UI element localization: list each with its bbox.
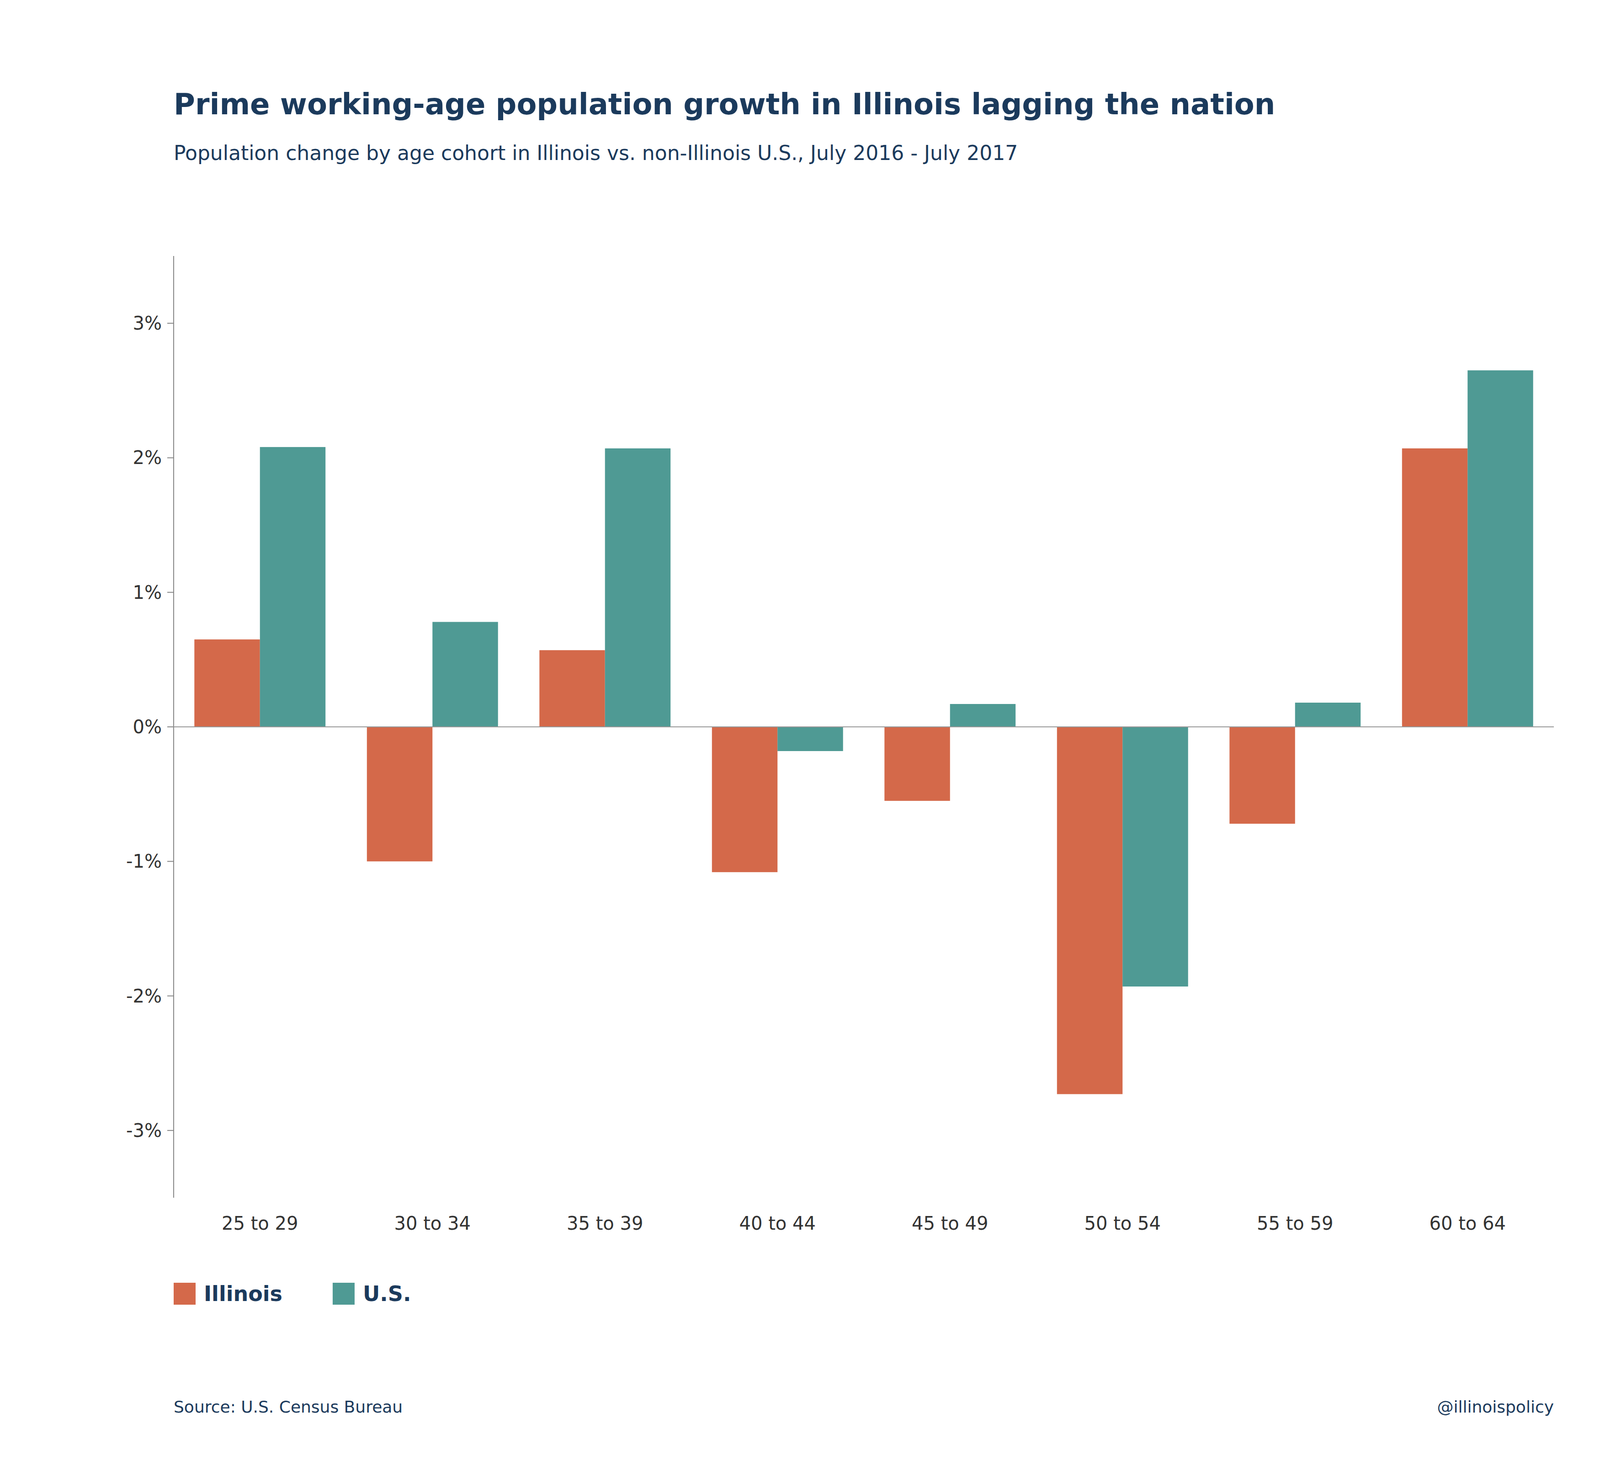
legend-swatch	[332, 1282, 355, 1305]
y-tick-label: -2%	[126, 985, 162, 1007]
bar	[432, 621, 498, 727]
bar	[1122, 726, 1188, 987]
bar	[712, 726, 778, 872]
bar	[1229, 726, 1295, 824]
y-tick-label: -1%	[126, 850, 162, 872]
y-tick-label: 1%	[132, 581, 162, 603]
x-tick-label: 50 to 54	[1084, 1212, 1161, 1234]
legend-label: U.S.	[362, 1281, 411, 1306]
y-tick	[167, 322, 174, 324]
y-tick-label: -3%	[126, 1119, 162, 1141]
title: Prime working-age population growth in I…	[173, 87, 1276, 122]
x-tick-label: 45 to 49	[911, 1212, 989, 1234]
background	[0, 0, 1600, 1472]
bar	[605, 448, 671, 727]
y-tick	[167, 591, 174, 593]
legend: Illinois U.S.	[173, 1281, 411, 1306]
bar	[1057, 726, 1123, 1094]
x-axis: 25 to 29 30 to 34 35 to 39 40 to 44 45 to 49…	[221, 1212, 1506, 1234]
x-tick-label: 40 to 44	[739, 1212, 816, 1234]
x-tick-label: 60 to 64	[1429, 1212, 1506, 1234]
y-tick	[167, 726, 174, 728]
bar	[884, 726, 950, 801]
bar	[1467, 370, 1533, 727]
x-tick-label: 35 to 39	[566, 1212, 644, 1234]
y-tick-label: 3%	[132, 312, 162, 334]
y-tick-label: 0%	[132, 716, 162, 738]
y-tick	[167, 457, 174, 458]
bars	[194, 370, 1533, 1094]
bar	[1295, 702, 1361, 727]
legend-label: Illinois	[203, 1281, 283, 1306]
bar	[260, 446, 326, 727]
y-tick	[167, 860, 174, 862]
subtitle: Population change by age cohort in Illin…	[173, 141, 1018, 165]
annotation: Source: U.S. Census Bureau	[173, 1397, 403, 1416]
x-tick-label: 25 to 29	[221, 1212, 298, 1234]
bar	[366, 726, 433, 862]
x-tick-label: 30 to 34	[394, 1212, 471, 1234]
chart: Prime working-age population growth in I…	[0, 0, 1600, 1472]
bar	[1402, 448, 1468, 727]
x-tick-label: 55 to 59	[1256, 1212, 1334, 1234]
bar	[777, 726, 843, 751]
y-axis: -3% -2% -1% 0% 1% 2% 3%	[126, 255, 174, 1198]
bar	[539, 649, 605, 727]
y-tick	[167, 1129, 174, 1131]
legend-swatch	[173, 1282, 196, 1305]
bar	[194, 639, 260, 727]
zero-line	[173, 726, 1554, 728]
y-tick	[167, 995, 174, 997]
annotation: @illinoispolicy	[1436, 1397, 1554, 1416]
y-tick-label: 2%	[132, 446, 162, 468]
bar	[950, 703, 1016, 727]
